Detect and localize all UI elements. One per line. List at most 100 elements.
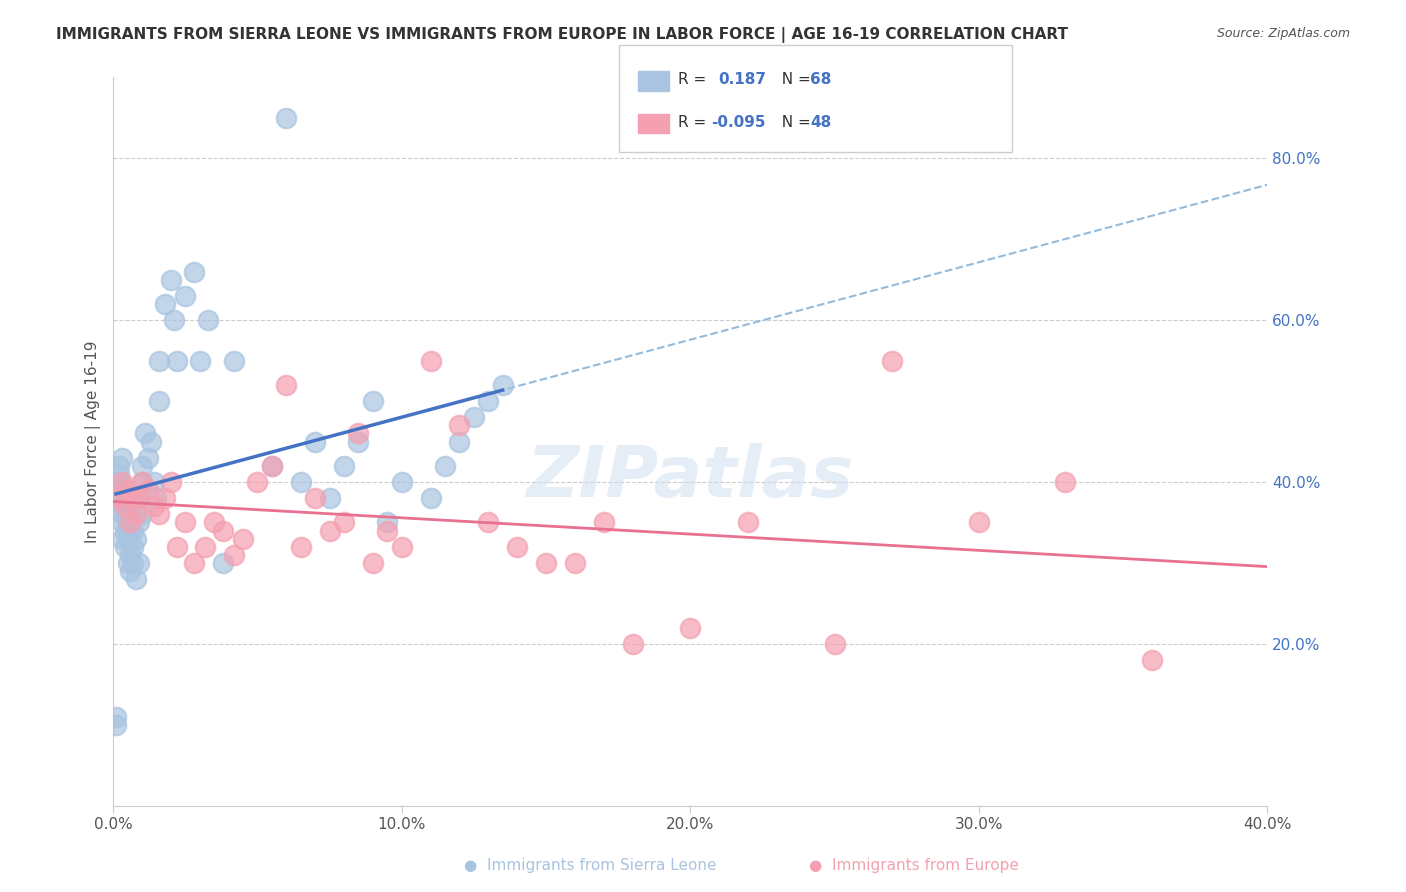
Text: 48: 48 — [810, 115, 831, 130]
Point — [463, 410, 485, 425]
Y-axis label: In Labor Force | Age 16-19: In Labor Force | Age 16-19 — [86, 340, 101, 542]
Text: ZIPatlas: ZIPatlas — [526, 443, 853, 512]
Point — [882, 353, 904, 368]
Point — [120, 548, 142, 562]
Point — [419, 353, 441, 368]
Point — [117, 516, 139, 530]
Point — [166, 353, 188, 368]
Point — [1140, 653, 1163, 667]
Point — [122, 524, 145, 538]
Point — [276, 111, 298, 125]
Point — [108, 475, 131, 489]
Point — [564, 556, 586, 570]
Point — [163, 313, 186, 327]
Point — [159, 273, 181, 287]
Point — [1054, 475, 1077, 489]
Point — [128, 491, 150, 505]
Text: N =: N = — [772, 115, 815, 130]
Point — [148, 508, 170, 522]
Point — [117, 508, 139, 522]
Text: 68: 68 — [810, 72, 831, 87]
Point — [125, 532, 148, 546]
Text: 0.187: 0.187 — [718, 72, 766, 87]
Point — [449, 434, 471, 449]
Text: -0.095: -0.095 — [711, 115, 766, 130]
Point — [246, 475, 269, 489]
Text: IMMIGRANTS FROM SIERRA LEONE VS IMMIGRANTS FROM EUROPE IN LABOR FORCE | AGE 16-1: IMMIGRANTS FROM SIERRA LEONE VS IMMIGRAN… — [56, 27, 1069, 43]
Point — [117, 532, 139, 546]
Point — [166, 540, 188, 554]
Point — [260, 458, 283, 473]
Point — [120, 516, 142, 530]
Point — [114, 500, 136, 514]
Point — [111, 450, 134, 465]
Point — [449, 418, 471, 433]
Point — [304, 491, 326, 505]
Point — [142, 500, 165, 514]
Point — [260, 458, 283, 473]
Text: N =: N = — [772, 72, 815, 87]
Point — [111, 532, 134, 546]
Point — [347, 434, 370, 449]
Point — [114, 500, 136, 514]
Point — [224, 353, 246, 368]
Point — [433, 458, 456, 473]
Point — [142, 475, 165, 489]
Point — [104, 709, 127, 723]
Point — [477, 516, 499, 530]
Point — [125, 572, 148, 586]
Point — [679, 621, 702, 635]
Point — [592, 516, 614, 530]
Point — [224, 548, 246, 562]
Text: ●  Immigrants from Sierra Leone: ● Immigrants from Sierra Leone — [464, 858, 717, 872]
Point — [148, 394, 170, 409]
Point — [122, 540, 145, 554]
Point — [375, 516, 398, 530]
Point — [131, 475, 153, 489]
Point — [108, 458, 131, 473]
Point — [122, 491, 145, 505]
Point — [194, 540, 217, 554]
Point — [153, 297, 176, 311]
Point — [419, 491, 441, 505]
Point — [621, 637, 644, 651]
Point — [333, 516, 356, 530]
Point — [122, 556, 145, 570]
Point — [211, 524, 233, 538]
Point — [967, 516, 990, 530]
Point — [183, 265, 205, 279]
Point — [125, 491, 148, 505]
Point — [120, 524, 142, 538]
Point — [120, 564, 142, 578]
Point — [174, 516, 197, 530]
Point — [188, 353, 211, 368]
Point — [111, 475, 134, 489]
Point — [183, 556, 205, 570]
Point — [361, 556, 384, 570]
Point — [114, 540, 136, 554]
Point — [333, 458, 356, 473]
Point — [361, 394, 384, 409]
Point — [134, 426, 156, 441]
Point — [318, 491, 340, 505]
Point — [347, 426, 370, 441]
Point — [391, 475, 413, 489]
Point — [131, 508, 153, 522]
Point — [202, 516, 225, 530]
Point — [304, 434, 326, 449]
Point — [108, 491, 131, 505]
Point — [174, 289, 197, 303]
Point — [197, 313, 219, 327]
Point — [824, 637, 846, 651]
Point — [153, 491, 176, 505]
Point — [117, 556, 139, 570]
Point — [290, 540, 312, 554]
Point — [290, 475, 312, 489]
Point — [136, 450, 159, 465]
Point — [276, 377, 298, 392]
Point — [318, 524, 340, 538]
Point — [148, 353, 170, 368]
Point — [492, 377, 515, 392]
Point — [114, 524, 136, 538]
Point — [114, 483, 136, 497]
